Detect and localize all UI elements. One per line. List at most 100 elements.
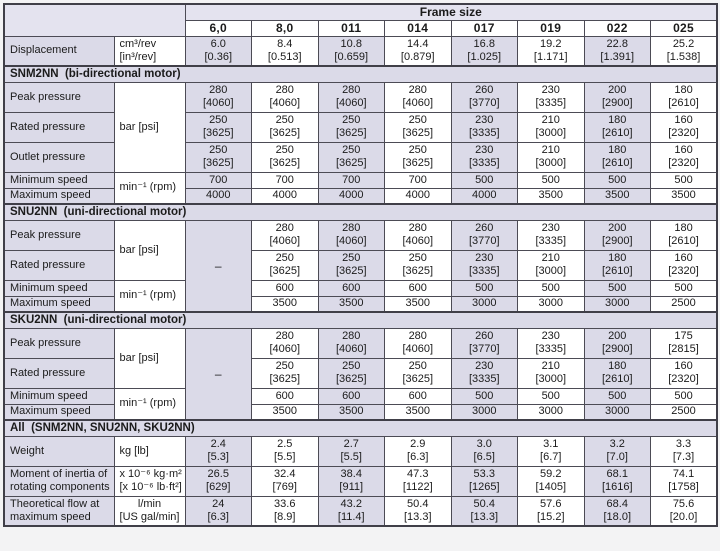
text-line: Theoretical flow at — [10, 497, 100, 510]
unit-cell: min⁻¹ (rpm) — [113, 387, 186, 421]
row-label: Moment of inertia of rotating components — [3, 465, 115, 497]
unit-cell: x 10⁻⁶ kg·m² [x 10⁻⁶ lb·ft²] — [113, 465, 186, 497]
text-line: maximum speed — [10, 510, 91, 523]
frame-size-banner: Frame size — [184, 3, 718, 21]
spec-cell: 3500 — [384, 403, 452, 421]
spec-cell: 47.3 [1122] — [384, 465, 452, 497]
row-label: Rated pressure — [3, 111, 115, 143]
spec-cell: 19.2 [1.171] — [517, 35, 585, 67]
text-line: 250 — [408, 360, 427, 372]
text-line: 500 — [608, 389, 627, 402]
spec-cell: 2500 — [650, 295, 718, 313]
unit-cell: cm³/rev [in³/rev] — [113, 35, 186, 67]
text-line: Minimum speed — [10, 281, 88, 294]
row-label: Minimum speed — [3, 279, 115, 297]
text-line: 160 — [674, 144, 693, 156]
text-line: [2900] — [601, 97, 633, 109]
text-line: 3500 — [339, 297, 364, 310]
text-line: [13.3] — [470, 510, 499, 523]
text-line: 200 — [608, 330, 627, 342]
text-line: 4000 — [206, 189, 231, 202]
frame-size-column: 014 — [384, 19, 452, 37]
text-line: 2500 — [671, 405, 696, 418]
text-line: [1.391] — [600, 50, 635, 63]
row-label: Theoretical flow at maximum speed — [3, 495, 115, 527]
text-line: [4060] — [269, 343, 301, 355]
text-line: 500 — [541, 281, 560, 294]
spec-cell: 700 — [384, 171, 452, 189]
text-line: 500 — [541, 389, 560, 402]
text-line: 3.1 — [543, 438, 559, 450]
text-line: [in³/rev] — [119, 50, 157, 63]
spec-cell: 280 [4060] — [251, 327, 319, 359]
spec-cell: 3000 — [450, 295, 518, 313]
text-line: [3625] — [269, 265, 301, 277]
text-line: 74.1 — [672, 468, 695, 480]
text-line: 210 — [541, 360, 560, 372]
text-line: [3625] — [402, 157, 434, 169]
text-line: [3335] — [535, 343, 567, 355]
text-line: 57.6 — [540, 497, 562, 510]
spec-cell: 200 [2900] — [583, 219, 651, 251]
spec-cell: 700 — [317, 171, 385, 189]
text-line: 600 — [408, 389, 427, 402]
text-line: [US gal/min] — [119, 510, 180, 523]
text-line: 32.4 — [274, 468, 296, 480]
text-line: [1758] — [668, 481, 699, 493]
text-line: 600 — [408, 281, 427, 294]
spec-cell: 180 [2610] — [650, 219, 718, 251]
spec-cell: 500 — [583, 387, 651, 405]
text-line: Minimum speed — [10, 173, 88, 186]
text-line: [3625] — [202, 157, 234, 169]
text-line: [3770] — [468, 343, 500, 355]
spec-cell: 180 [2610] — [583, 357, 651, 389]
text-line: cm³/rev — [119, 37, 157, 50]
text-line: 68.4 — [606, 497, 628, 510]
text-line: [18.0] — [603, 510, 632, 523]
text-line: [1265] — [468, 481, 500, 493]
spec-cell: 160 [2320] — [650, 249, 718, 281]
spec-cell: 160 [2320] — [650, 141, 718, 173]
spec-cell: 38.4 [911] — [317, 465, 385, 497]
text-line: 230 — [475, 360, 494, 372]
spec-cell: 250 [3625] — [384, 357, 452, 389]
spec-cell: 3.0 [6.5] — [450, 435, 518, 467]
text-line: 280 — [342, 330, 361, 342]
text-line: [2320] — [668, 265, 699, 277]
spec-cell: 50.4 [13.3] — [384, 495, 452, 527]
text-line: 3500 — [605, 189, 630, 202]
text-line: [3625] — [402, 127, 434, 139]
spec-cell: 210 [3000] — [517, 249, 585, 281]
text-line: [2320] — [668, 373, 699, 385]
spec-cell: 600 — [317, 279, 385, 297]
unit-cell: bar [psi] — [113, 81, 186, 173]
spec-cell: 500 — [650, 387, 718, 405]
text-line: 3000 — [605, 405, 630, 418]
text-line: [3335] — [535, 235, 567, 247]
text-line: 4000 — [272, 189, 297, 202]
spec-cell: 175 [2815] — [650, 327, 718, 359]
text-line: [6.3] — [207, 510, 229, 523]
text-line: 22.8 — [606, 37, 628, 50]
spec-cell: 25.2 [1.538] — [650, 35, 718, 67]
text-line: 33.6 — [274, 497, 296, 510]
text-line: 4000 — [339, 189, 364, 202]
spec-cell: 600 — [251, 279, 319, 297]
spec-cell: 4000 — [384, 187, 452, 205]
text-line: [13.3] — [403, 510, 432, 523]
spec-cell: 280 [4060] — [384, 81, 452, 113]
text-line: [3335] — [468, 157, 500, 169]
not-available-dash-cell: – — [184, 327, 252, 421]
spec-cell: 210 [3000] — [517, 111, 585, 143]
spec-cell: 57.6 [15.2] — [517, 495, 585, 527]
text-line: [4060] — [335, 97, 367, 109]
spec-cell: 2.9 [6.3] — [384, 435, 452, 467]
text-line: 500 — [674, 173, 693, 186]
spec-cell: 3500 — [517, 187, 585, 205]
text-line: [4060] — [335, 235, 367, 247]
spec-cell: 16.8 [1.025] — [450, 35, 518, 67]
spec-cell: 4000 — [184, 187, 252, 205]
spec-cell: 250 [3625] — [317, 141, 385, 173]
text-line: [3000] — [535, 157, 567, 169]
text-line: [1.538] — [666, 50, 701, 63]
